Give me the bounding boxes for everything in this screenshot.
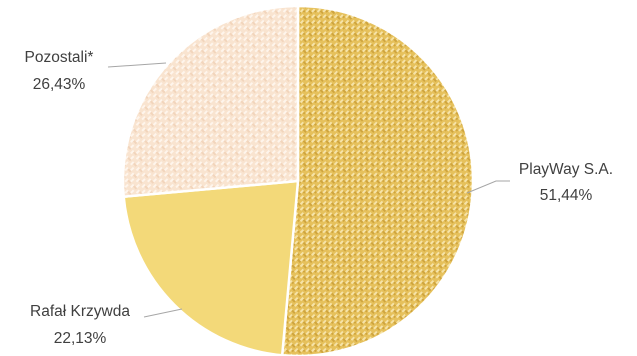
leader-line-pozostali (107, 62, 167, 68)
pie-slice-rafal (122, 179, 300, 356)
slice-labels: PlayWay S.A. 51,44% Rafał Krzywda 22,13%… (25, 49, 614, 347)
pie-slices (121, 4, 475, 356)
leader-line-rafal (143, 308, 183, 318)
slice-value-pozostali: 26,43% (33, 76, 86, 93)
slice-value-rafal: 22,13% (54, 330, 107, 347)
slice-label-pozostali: Pozostali* (25, 49, 94, 66)
pie-slice-playway (280, 4, 475, 356)
slice-value-playway: 51,44% (540, 187, 593, 204)
pie-slice-pozostali (121, 4, 300, 199)
slice-label-rafal: Rafał Krzywda (30, 303, 130, 320)
slice-label-playway: PlayWay S.A. (519, 161, 613, 178)
leader-line-playway (466, 180, 510, 194)
leader-lines (107, 62, 510, 318)
